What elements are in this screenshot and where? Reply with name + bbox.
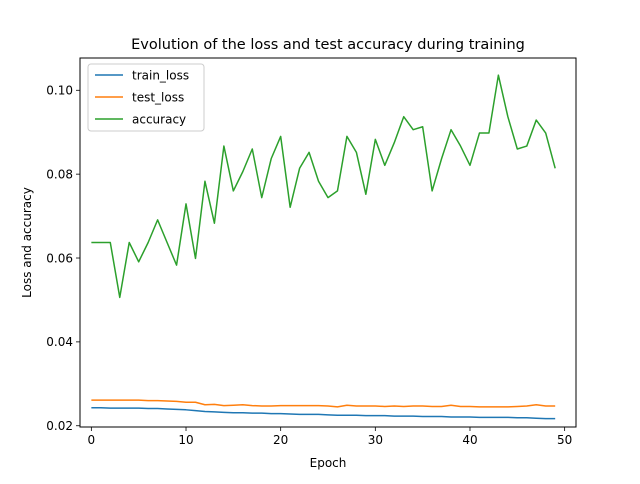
series-line-accuracy xyxy=(91,74,556,299)
plot-frame xyxy=(79,57,577,428)
y-axis: 0.02 0.04 0.06 0.08 0.10 xyxy=(46,84,80,433)
y-tick-label: 0.02 xyxy=(46,419,73,433)
legend: train_loss test_loss accuracy xyxy=(87,63,205,132)
y-tick-label: 0.08 xyxy=(46,167,73,181)
x-tick-label: 10 xyxy=(178,433,193,447)
x-axis: 0 10 20 30 40 50 xyxy=(88,427,572,447)
y-axis-label: Loss and accuracy xyxy=(20,187,34,298)
y-tick-label: 0.10 xyxy=(46,84,73,98)
legend-label-train_loss: train_loss xyxy=(132,68,189,82)
y-tick-label: 0.04 xyxy=(46,335,73,349)
x-tick-label: 50 xyxy=(557,433,572,447)
legend-box xyxy=(87,63,205,132)
x-axis-label: Epoch xyxy=(310,456,347,470)
x-tick-label: 30 xyxy=(368,433,383,447)
x-tick-label: 20 xyxy=(273,433,288,447)
plot-lines xyxy=(91,74,556,420)
series-line-train_loss xyxy=(91,406,556,420)
y-tick-label: 0.06 xyxy=(46,251,73,265)
legend-label-test_loss: test_loss xyxy=(132,90,184,104)
x-tick-label: 40 xyxy=(462,433,477,447)
x-tick-label: 0 xyxy=(88,433,96,447)
legend-label-accuracy: accuracy xyxy=(132,112,186,126)
series-line-test_loss xyxy=(91,399,556,408)
chart-title: Evolution of the loss and test accuracy … xyxy=(131,37,525,53)
